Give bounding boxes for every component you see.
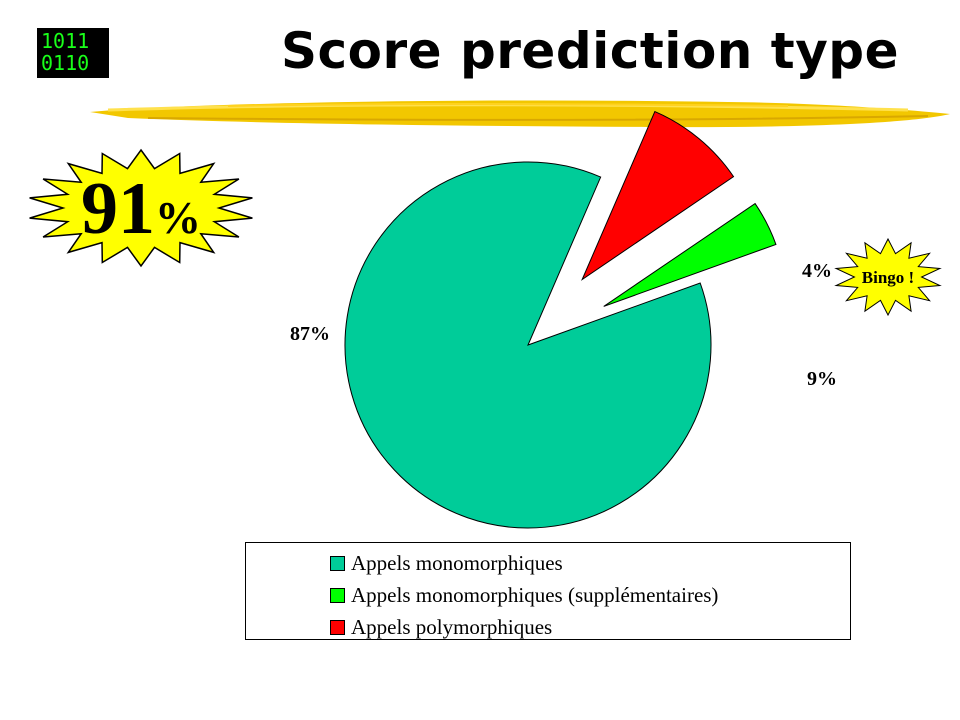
chart-legend: Appels monomorphiques Appels monomorphiqu… bbox=[245, 542, 851, 640]
bingo-text: Bingo ! bbox=[862, 268, 914, 287]
pie-slice bbox=[344, 161, 712, 529]
percentage-starburst: 91% bbox=[29, 148, 253, 268]
legend-item: Appels monomorphiques (supplémentaires) bbox=[330, 579, 850, 611]
legend-swatch bbox=[330, 619, 345, 635]
legend-label: Appels monomorphiques (supplémentaires) bbox=[351, 582, 719, 607]
title-underline-brushstroke bbox=[90, 100, 950, 128]
pie-slice-label: 4% bbox=[802, 260, 832, 282]
logo-line-2: 0110 bbox=[41, 51, 90, 75]
starburst-shape bbox=[29, 148, 253, 268]
legend-label: Appels monomorphiques bbox=[351, 550, 563, 575]
highlight-unit: % bbox=[155, 192, 201, 243]
page-title: Score prediction type bbox=[281, 22, 899, 80]
logo-line-1: 1011 bbox=[41, 29, 90, 53]
legend-label: Appels polymorphiques bbox=[351, 614, 553, 639]
pie-slice bbox=[581, 110, 735, 281]
legend-swatch bbox=[330, 555, 345, 571]
legend-swatch bbox=[330, 587, 345, 603]
bingo-starburst-shape bbox=[834, 237, 942, 317]
pie-slice-label: 87% bbox=[290, 323, 330, 345]
highlight-value: 91 bbox=[81, 168, 155, 250]
binary-logo: 1011 0110 bbox=[37, 28, 109, 78]
legend-item: Appels polymorphiques bbox=[330, 611, 850, 643]
pie-chart: 87% 4% 9% Bingo ! bbox=[290, 110, 942, 529]
svg-text:91%: 91% bbox=[81, 168, 201, 250]
pie-slice-label: 9% bbox=[807, 368, 837, 390]
legend-item: Appels monomorphiques bbox=[330, 547, 850, 579]
bingo-callout: Bingo ! bbox=[834, 237, 942, 317]
pie-slice bbox=[603, 202, 777, 307]
